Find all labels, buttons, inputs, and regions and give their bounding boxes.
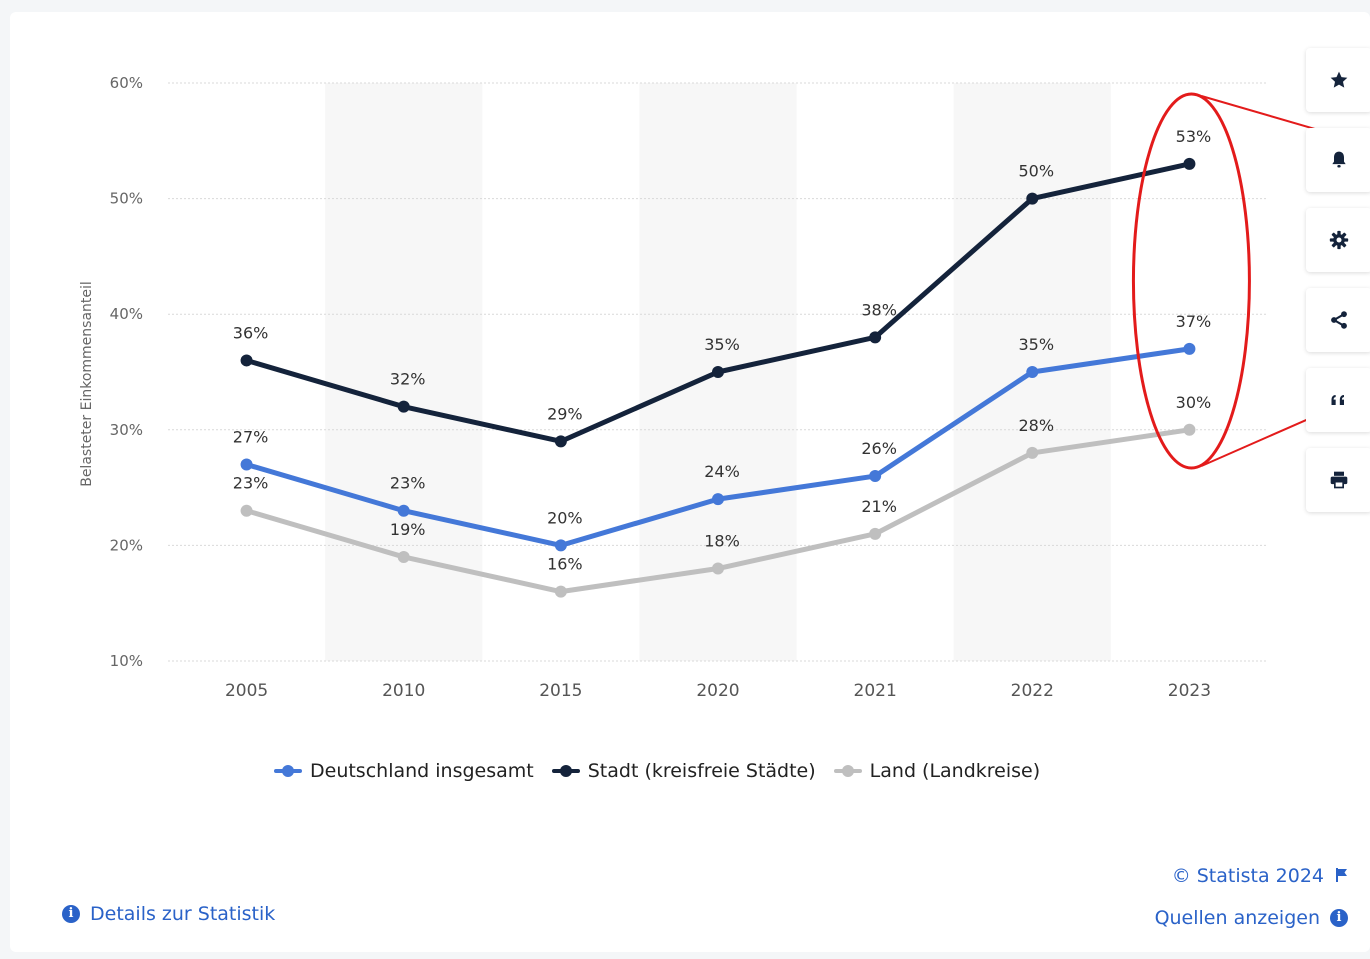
- data-point: [554, 539, 567, 552]
- settings-button[interactable]: [1306, 208, 1370, 272]
- copyright-text: © Statista 2024: [1171, 865, 1324, 887]
- legend-label: Deutschland insgesamt: [310, 760, 534, 782]
- data-point: [869, 527, 882, 540]
- notification-button[interactable]: [1306, 128, 1370, 192]
- legend-item-stadt[interactable]: Stadt (kreisfreie Städte): [551, 760, 816, 782]
- x-tick-label: 2010: [382, 681, 425, 701]
- legend-label: Land (Landkreise): [869, 760, 1041, 782]
- data-point: [554, 585, 567, 598]
- data-label: 21%: [861, 497, 897, 516]
- legend-label: Stadt (kreisfreie Städte): [587, 760, 816, 782]
- data-point: [869, 331, 882, 344]
- favorite-button[interactable]: [1306, 48, 1370, 112]
- legend-marker: [551, 765, 580, 777]
- data-label: 36%: [233, 323, 269, 342]
- legend-marker: [833, 765, 862, 777]
- data-point: [240, 354, 253, 367]
- data-label: 35%: [1019, 335, 1055, 354]
- copyright: © Statista 2024: [1172, 865, 1348, 887]
- print-icon: [1329, 470, 1349, 490]
- data-label: 19%: [390, 520, 426, 539]
- y-axis-title: Belasteter Einkommensanteil: [79, 281, 95, 487]
- data-point: [240, 458, 253, 471]
- share-button[interactable]: [1306, 288, 1370, 352]
- details-link[interactable]: i Details zur Statistik: [62, 903, 275, 925]
- data-label: 20%: [547, 508, 583, 527]
- x-tick-label: 2015: [539, 681, 582, 701]
- info-icon: i: [1330, 909, 1348, 927]
- x-tick-label: 2020: [696, 681, 739, 701]
- data-point: [240, 504, 253, 517]
- print-button[interactable]: [1306, 448, 1370, 512]
- data-point: [1026, 192, 1039, 205]
- share-icon: [1329, 310, 1349, 330]
- category-band: [325, 83, 483, 661]
- legend-marker: [274, 765, 302, 777]
- data-label: 32%: [390, 370, 426, 389]
- sources-label: Quellen anzeigen: [1154, 907, 1320, 929]
- details-label: Details zur Statistik: [90, 903, 276, 925]
- x-tick-label: 2022: [1011, 681, 1054, 701]
- data-point: [1183, 157, 1196, 170]
- gear-icon: [1329, 230, 1349, 250]
- bell-icon: [1329, 150, 1349, 170]
- quote-icon: [1329, 390, 1349, 410]
- line-chart: 10% 20% 30% 40% 50% 60% 2005 2010 2015 2020 2021 2…: [79, 74, 1370, 701]
- y-tick-label: 50%: [110, 190, 143, 208]
- y-tick-label: 60%: [110, 74, 143, 92]
- x-tick-label: 2005: [225, 681, 268, 701]
- highlight-ellipse: [1131, 92, 1251, 470]
- data-point: [712, 562, 724, 575]
- data-label: 35%: [704, 335, 740, 354]
- sources-link[interactable]: Quellen anzeigen i: [1155, 907, 1348, 929]
- chart-legend: Deutschland insgesamt Stadt (kreisfreie …: [274, 760, 1040, 782]
- data-point: [1183, 423, 1196, 436]
- data-label: 26%: [861, 439, 897, 458]
- data-point: [397, 400, 410, 413]
- data-label: 27%: [233, 427, 269, 446]
- data-point: [712, 493, 724, 506]
- data-point: [1026, 366, 1039, 378]
- legend-item-deutschland[interactable]: Deutschland insgesamt: [274, 760, 534, 782]
- data-label: 23%: [390, 474, 426, 493]
- data-label: 16%: [547, 555, 583, 574]
- data-label: 18%: [704, 532, 740, 551]
- data-point: [1183, 342, 1196, 355]
- data-label: 24%: [704, 462, 740, 481]
- data-point: [554, 435, 567, 448]
- data-label: 28%: [1019, 416, 1055, 435]
- data-point: [397, 504, 410, 517]
- x-tick-label: 2023: [1168, 681, 1211, 701]
- data-label: 53%: [1176, 127, 1212, 146]
- data-point: [712, 366, 724, 378]
- y-tick-label: 30%: [110, 421, 143, 439]
- data-point: [869, 470, 882, 483]
- data-label: 29%: [547, 404, 583, 423]
- info-icon: i: [62, 905, 80, 923]
- flag-icon[interactable]: [1336, 865, 1348, 887]
- y-tick-label: 40%: [110, 305, 143, 323]
- data-point: [1026, 446, 1039, 459]
- y-tick-label: 20%: [110, 536, 143, 554]
- legend-item-land[interactable]: Land (Landkreise): [833, 760, 1041, 782]
- data-label: 37%: [1176, 312, 1212, 331]
- data-label: 30%: [1176, 393, 1212, 412]
- x-tick-label: 2021: [854, 681, 897, 701]
- star-icon: [1329, 70, 1349, 90]
- data-label: 38%: [861, 300, 897, 319]
- data-label: 23%: [233, 474, 269, 493]
- chart-card: 10% 20% 30% 40% 50% 60% 2005 2010 2015 2020 2021 2…: [10, 12, 1370, 952]
- cite-button[interactable]: [1306, 368, 1370, 432]
- y-tick-label: 10%: [110, 652, 143, 670]
- data-label: 50%: [1019, 162, 1055, 181]
- data-point: [397, 550, 410, 563]
